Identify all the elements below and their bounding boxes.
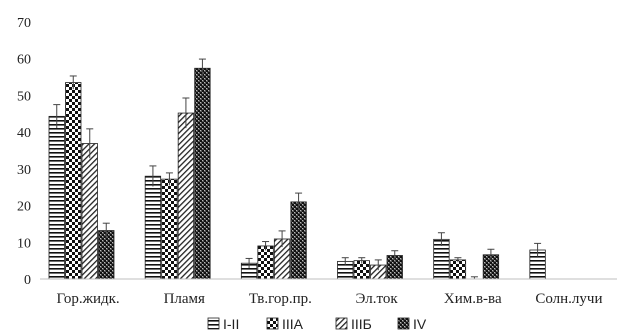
legend-label: IIIA (282, 316, 304, 332)
legend-label: IV (413, 316, 427, 332)
legend-label: I-II (223, 316, 239, 332)
x-axis: Гор.жидк. Пламя Тв.гор.пр. Эл.ток Хим.в-ва Со… (40, 279, 617, 307)
x-category-label: Гор.жидк. (56, 291, 119, 307)
bar-iiia-2 (258, 246, 274, 279)
bar-iiia-1 (162, 179, 178, 279)
legend-swatch-iiiб (336, 318, 347, 329)
x-category-label: Тв.гор.пр. (249, 291, 312, 307)
legend-swatch-iv (398, 318, 409, 329)
bar-i-ii-0 (49, 116, 65, 279)
legend: I-II IIIA IIIБ IV (208, 316, 427, 332)
y-tick-label: 60 (17, 53, 31, 68)
y-tick-label: 20 (17, 200, 31, 215)
bar-i-ii-1 (145, 176, 161, 279)
y-tick-label: 10 (17, 236, 31, 251)
bar-iiia-4 (450, 260, 466, 279)
x-category-label: Пламя (164, 291, 205, 307)
y-tick-label: 30 (17, 163, 31, 178)
y-tick-label: 40 (17, 126, 31, 141)
bar-iv-2 (291, 202, 307, 279)
x-category-label: Хим.в-ва (444, 291, 502, 307)
legend-label: IIIБ (351, 316, 372, 332)
x-category-label: Солн.лучи (535, 291, 602, 307)
legend-swatch-i-ii (208, 318, 219, 329)
y-axis: 0 10 20 30 40 50 60 70 (17, 16, 31, 288)
bar-iv-1 (195, 68, 211, 279)
bar-iiiб-1 (178, 113, 194, 279)
y-tick-label: 70 (17, 16, 31, 31)
legend-swatch-iiia (267, 318, 278, 329)
y-tick-label: 0 (24, 273, 31, 288)
bars (49, 59, 545, 279)
bar-iiiб-0 (82, 144, 98, 279)
bar-iiia-0 (66, 83, 82, 279)
y-tick-label: 50 (17, 89, 31, 104)
x-category-label: Эл.ток (356, 291, 399, 307)
